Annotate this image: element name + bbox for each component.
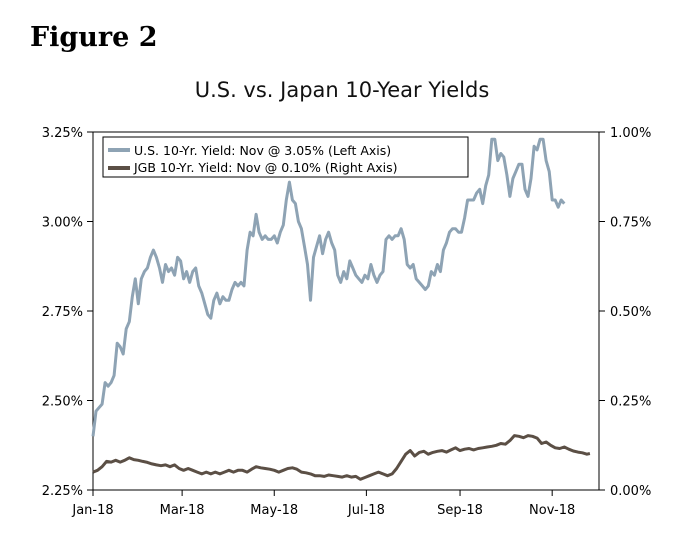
legend-label-jgb: JGB 10-Yr. Yield: Nov @ 0.10% (Right Axi… xyxy=(133,160,397,175)
left-axis: 2.25% 2.50% 2.75% 3.00% 3.25% xyxy=(42,126,93,499)
legend-label-us: U.S. 10-Yr. Yield: Nov @ 3.05% (Left Axi… xyxy=(134,143,391,158)
y-right-tick-label: 0.25% xyxy=(610,395,651,410)
x-tick-label: Nov-18 xyxy=(529,503,575,518)
series-line-jgb-10yr xyxy=(92,434,591,481)
series-line-us-10yr xyxy=(91,137,566,437)
legend: U.S. 10-Yr. Yield: Nov @ 3.05% (Left Axi… xyxy=(102,136,469,178)
x-tick-label: May-18 xyxy=(250,503,298,518)
figure-label: Figure 2 xyxy=(30,22,158,53)
legend-box xyxy=(102,136,469,178)
chart-title: U.S. vs. Japan 10-Year Yields xyxy=(194,78,490,102)
y-left-tick-label: 2.25% xyxy=(42,484,83,499)
x-tick-label: Jul-18 xyxy=(347,503,385,518)
x-tick-label: Sep-18 xyxy=(437,503,483,518)
x-tick-label: Jan-18 xyxy=(71,503,113,518)
y-left-tick-label: 2.50% xyxy=(42,395,83,410)
y-right-tick-label: 0.00% xyxy=(610,484,651,499)
right-axis: 0.00% 0.25% 0.50% 0.75% 1.00% xyxy=(599,126,651,499)
series-layer xyxy=(91,137,591,481)
y-left-tick-label: 3.00% xyxy=(42,216,83,231)
y-right-tick-label: 0.50% xyxy=(610,305,651,320)
y-right-tick-label: 0.75% xyxy=(610,216,651,231)
y-right-tick-label: 1.00% xyxy=(610,126,651,141)
y-left-tick-label: 3.25% xyxy=(42,126,83,141)
x-axis: Jan-18 Mar-18 May-18 Jul-18 Sep-18 Nov-18 xyxy=(71,490,575,518)
x-tick-label: Mar-18 xyxy=(160,503,205,518)
y-left-tick-label: 2.75% xyxy=(42,305,83,320)
